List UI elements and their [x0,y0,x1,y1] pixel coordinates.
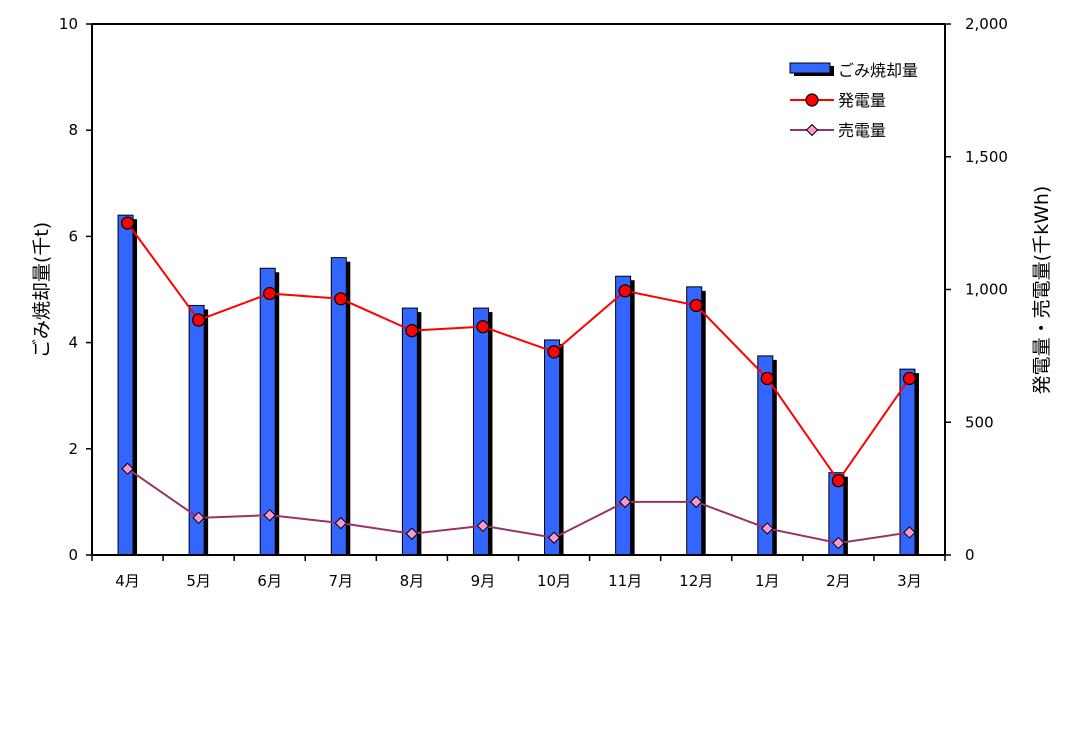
bar [899,368,916,556]
data-point [263,508,276,522]
x-tick-label: 3月 [897,572,922,590]
series-line [126,467,910,545]
x-tick-label: 7月 [329,572,354,590]
bar [472,307,489,556]
data-point [690,495,703,509]
y-left-tick-label: 2 [68,440,78,458]
x-tick-label: 2月 [826,572,851,590]
data-point [760,371,774,386]
ticks-layer: 0 2 4 6 8 10 0 500 1,000 1,500 2,000 4月 5月 6月 7月 8月 9月 10… [59,15,1008,590]
x-tick-label: 4月 [115,572,140,590]
data-point [120,216,135,230]
y-right-tick-label: 0 [965,546,975,564]
legend-swatch [789,62,831,74]
y-axis-right-title: 発電量・売電量(千kWh) [1031,186,1053,395]
y-right-tick-label: 1,000 [965,281,1008,299]
y-right-tick-label: 2,000 [965,15,1008,33]
x-tick-label: 1月 [755,572,780,590]
legend-label: 発電量 [838,91,886,110]
data-point [405,324,419,338]
data-point [903,526,916,539]
data-point [476,320,490,334]
bar [686,286,703,556]
data-point [263,286,277,301]
y-left-tick-label: 4 [68,334,78,352]
x-tick-label: 6月 [257,572,282,590]
series-line [126,222,911,483]
data-point [547,531,561,544]
data-point [761,522,774,535]
data-point [192,313,206,327]
data-point [334,292,348,306]
data-point [689,298,703,313]
y-right-tick-label: 1,500 [965,148,1008,166]
y-axis-left-title: ごみ焼却量(千t) [31,222,53,358]
x-tick-label: 12月 [679,572,713,590]
bar [615,275,632,556]
data-point [476,519,490,533]
y-left-tick-label: 0 [68,546,78,564]
data-point [832,536,845,550]
lines-layer [120,216,917,550]
x-tick-label: 5月 [186,572,211,590]
data-point [334,516,347,530]
y-left-tick-label: 6 [68,227,78,245]
data-point [831,474,845,488]
x-tick-label: 11月 [608,572,642,590]
bar [117,214,134,556]
legend-label: 売電量 [838,121,886,140]
data-point [547,345,561,359]
legend-marker [805,93,819,107]
y-left-tick-label: 8 [68,121,78,139]
bar [401,307,418,556]
data-point [121,462,134,475]
bars-layer [117,214,919,556]
x-tick-label: 9月 [471,572,496,590]
legend-marker [805,123,819,137]
x-tick-label: 10月 [537,572,571,590]
y-right-tick-label: 500 [965,413,994,431]
data-point [902,371,917,386]
data-point [405,527,419,540]
bar [544,339,561,556]
data-point [192,511,205,525]
y-left-tick-label: 10 [59,15,78,33]
x-tick-label: 8月 [400,572,425,590]
data-point [618,284,632,298]
data-point [618,495,632,509]
legend-label: ごみ焼却量 [838,61,918,80]
